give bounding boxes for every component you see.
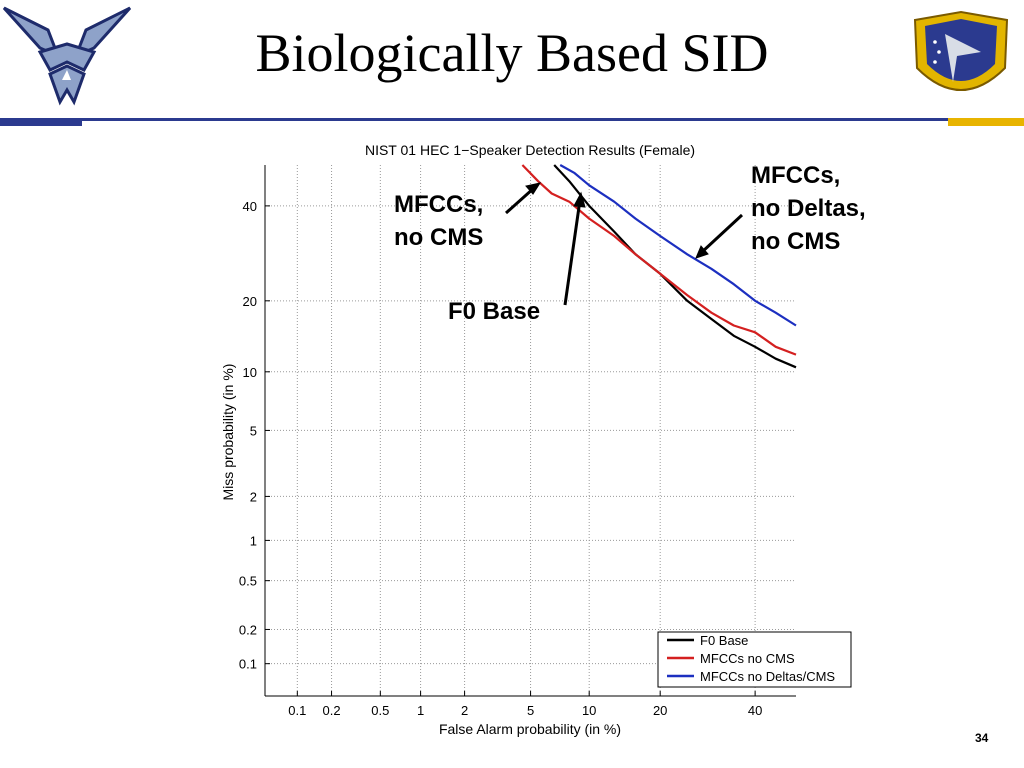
arrowhead-f0-base [573,191,586,208]
series-line [553,164,797,369]
x-tick-labels: 0.1 0.2 0.5 1 2 5 10 20 40 [288,703,762,718]
y-tick-label: 0.5 [239,574,257,589]
y-tick-label: 0.2 [239,622,257,637]
y-tick-label: 1 [250,533,257,548]
annotation-mfcc-no-deltas: MFCCs, no Deltas, no CMS [751,162,866,255]
x-tick-label: 2 [461,703,468,718]
annotation-f0-base: F0 Base [448,298,541,325]
x-tick-label: 0.5 [371,703,389,718]
series-line [521,164,797,356]
afrl-shield-icon [913,10,1009,91]
y-tick-label: 10 [243,365,257,380]
annotation-mfcc-no-cms: MFCCs, no CMS [394,191,484,251]
slide-title: Biologically Based SID [255,23,769,83]
series-line [559,164,797,327]
y-axis-label: Miss probability (in %) [220,364,236,501]
chart-title: NIST 01 HEC 1−Speaker Detection Results … [365,142,695,158]
air-force-logo [0,0,134,116]
y-tick-label: 5 [250,423,257,438]
series-lines [521,164,797,369]
arrow-mfcc-no-deltas [700,213,744,254]
x-tick-label: 5 [527,703,534,718]
legend-entry: MFCCs no CMS [700,651,795,666]
header-rule-navy [0,118,1024,121]
y-tick-label: 0.1 [239,657,257,672]
annotation-arrows [505,182,744,306]
legend: F0 Base MFCCs no CMS MFCCs no Deltas/CMS [657,631,852,688]
header-rule-right-block [948,118,1024,126]
plot-area [265,165,796,696]
x-tick-label: 40 [748,703,762,718]
y-tick-labels: 0.1 0.2 0.5 1 2 5 10 20 40 [239,199,257,672]
x-tick-label: 10 [582,703,596,718]
header-rule [0,118,1024,126]
x-axis-label: False Alarm probability (in %) [439,721,621,737]
y-tick-label: 40 [243,199,257,214]
x-tick-label: 1 [417,703,424,718]
x-tick-label: 0.1 [288,703,306,718]
arrowhead-mfcc-no-deltas [695,245,709,259]
header-rule-left-block [0,118,82,126]
page-number: 34 [975,731,989,745]
legend-entry: F0 Base [700,633,748,648]
air-force-wings-icon [2,6,132,106]
arrow-f0-base [563,199,582,306]
afrl-logo [905,8,1017,112]
y-tick-label: 2 [250,489,257,504]
arrow-mfcc-no-cms [505,186,535,215]
axes [264,165,796,697]
x-tick-label: 20 [653,703,667,718]
legend-entry: MFCCs no Deltas/CMS [700,669,835,684]
y-tick-label: 20 [243,294,257,309]
x-tick-label: 0.2 [323,703,341,718]
arrowhead-mfcc-no-cms [525,182,542,195]
